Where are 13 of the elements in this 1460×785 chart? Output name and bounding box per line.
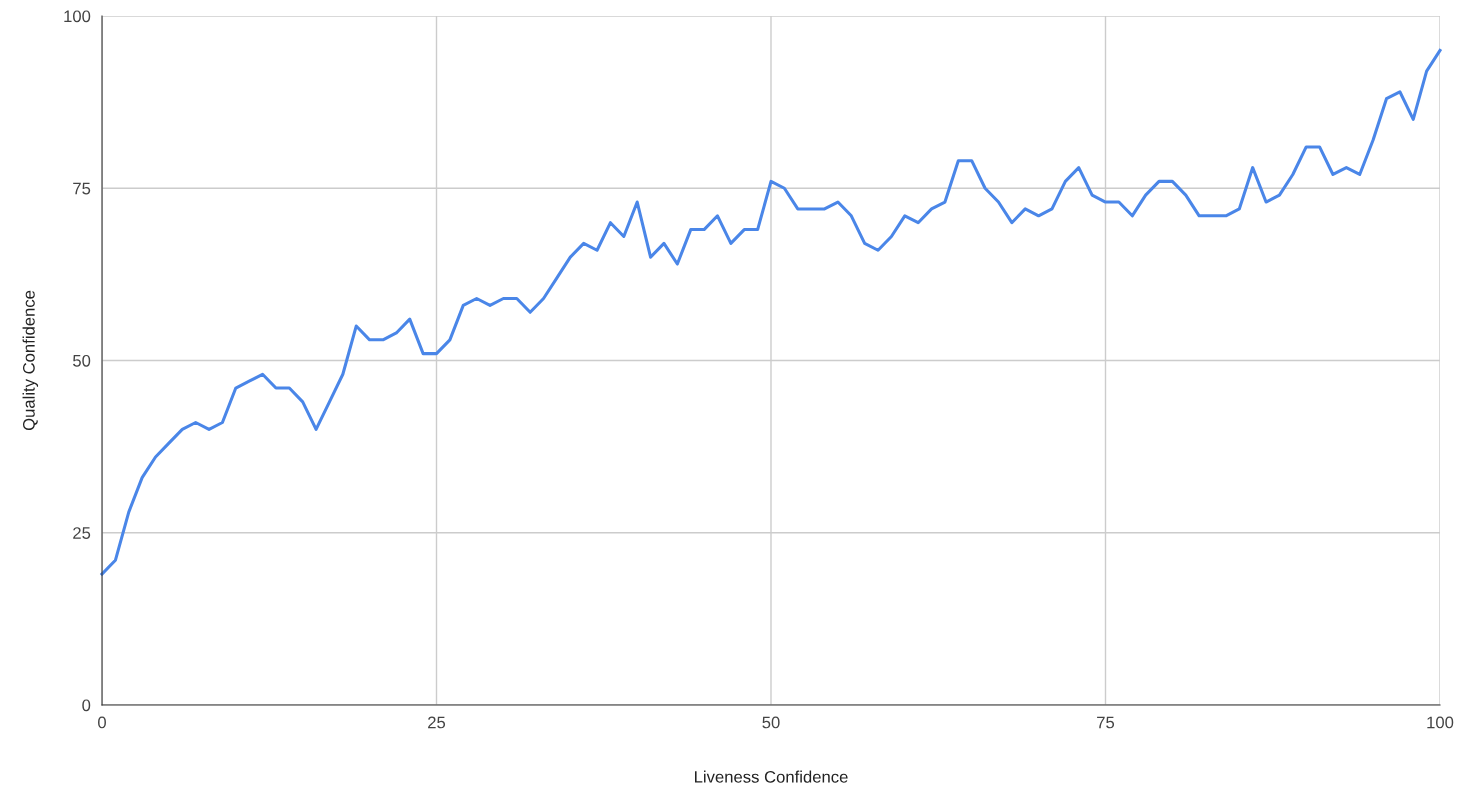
y-tick-label: 0 <box>82 699 91 712</box>
y-tick-label: 50 <box>73 354 91 367</box>
x-axis-title: Liveness Confidence <box>695 770 848 783</box>
y-axis-title: Quality Confidence <box>22 290 39 431</box>
x-tick-label: 50 <box>762 716 780 729</box>
x-tick-label: 100 <box>1427 716 1454 729</box>
x-tick-label: 75 <box>1097 716 1115 729</box>
x-tick-label: 0 <box>98 716 106 729</box>
y-tick-label: 25 <box>73 527 91 539</box>
y-tick-label: 75 <box>73 182 91 195</box>
line-series <box>100 48 1442 576</box>
y-tick-label: 100 <box>64 10 91 23</box>
x-tick-label: 25 <box>428 716 446 729</box>
